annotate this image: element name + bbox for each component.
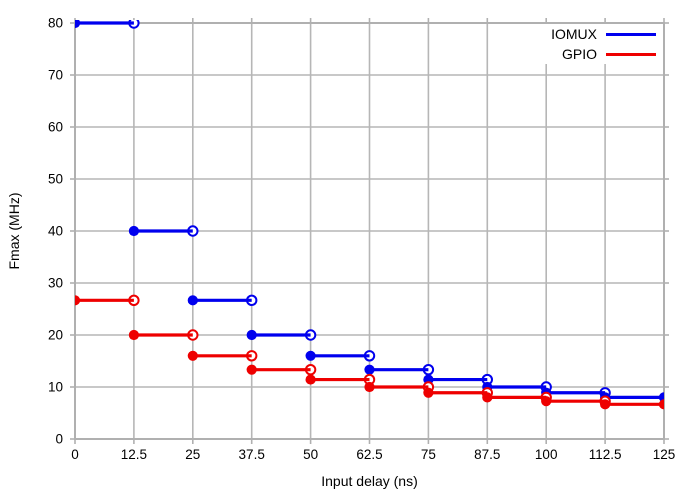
legend-line-sample-iomux [606,32,656,36]
legend: IOMUX GPIO [541,24,656,64]
x-axis-label: Input delay (ns) [321,473,418,489]
y-axis-label: Fmax (MHz) [6,192,22,270]
y-tick-label: 50 [48,172,63,187]
x-tick-label: 62.5 [356,447,382,462]
legend-label-gpio: GPIO [561,46,597,62]
y-tick-label: 70 [48,68,63,83]
legend-entry-iomux: IOMUX [551,24,656,44]
y-tick-label: 60 [48,120,63,135]
x-tick-label: 75 [421,447,436,462]
legend-label-iomux: IOMUX [551,26,597,42]
y-tick-label: 0 [55,432,63,447]
x-tick-label: 125 [653,447,676,462]
filled-start-marker [305,350,316,361]
filled-start-marker [482,392,493,403]
series-gpio [75,294,664,410]
y-tick-label: 80 [48,16,63,31]
filled-start-marker [246,329,257,341]
x-tick-label: 87.5 [474,447,500,462]
filled-start-marker [364,364,375,375]
legend-line-sample-gpio [606,52,656,56]
y-tick-label: 20 [48,328,63,343]
filled-start-marker [128,225,139,237]
x-tick-label: 100 [535,447,558,462]
x-tick-label: 25 [185,447,200,462]
filled-start-marker [187,295,198,306]
tick-marks [70,18,669,444]
filled-end-marker [658,399,664,410]
x-tick-label: 12.5 [121,447,147,462]
filled-start-marker [128,329,139,341]
filled-start-marker [246,364,257,375]
filled-start-marker [541,396,552,407]
filled-start-marker [600,399,611,410]
x-tick-label: 0 [71,447,79,462]
filled-start-marker [75,20,81,29]
x-tick-label: 112.5 [589,447,622,462]
y-tick-label: 30 [48,276,63,291]
filled-start-marker [423,387,434,398]
x-tick-label: 37.5 [239,447,265,462]
x-tick-label: 50 [303,447,318,462]
filled-start-marker [364,381,375,393]
tick-labels: 0 12.5 25 37.5 50 62.5 75 87.5 100 112.5 125 0 10 20 3… [48,16,675,463]
plot-border [74,22,665,440]
filled-start-marker [187,350,198,361]
legend-entry-gpio: GPIO [551,44,656,64]
series-iomux [75,20,664,403]
filled-start-marker [75,295,81,306]
filled-start-marker [305,374,316,385]
y-tick-label: 10 [48,380,63,395]
y-tick-label: 40 [48,224,63,239]
